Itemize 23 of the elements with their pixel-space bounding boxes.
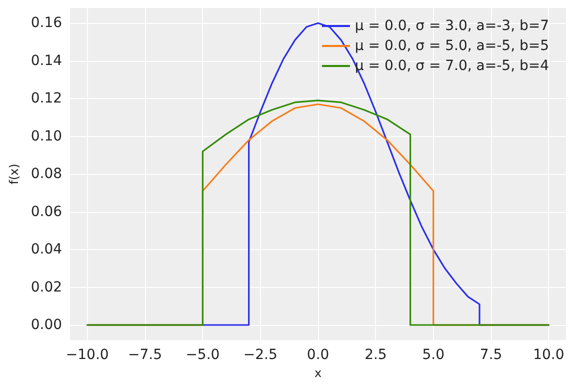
y-axis-title: f(x) bbox=[7, 164, 21, 184]
x-tick-label: −7.5 bbox=[128, 347, 162, 364]
x-tick-label: −10.0 bbox=[66, 347, 109, 364]
y-tick-label: 0.10 bbox=[30, 128, 62, 144]
y-tick-label: 0.16 bbox=[30, 15, 62, 32]
x-tick-label: 0.0 bbox=[306, 347, 330, 364]
legend-label: μ = 0.0, σ = 3.0, a=-3, b=7 bbox=[354, 18, 550, 34]
x-tick-label: 10.0 bbox=[533, 347, 564, 364]
x-axis-title: x bbox=[314, 366, 322, 380]
x-tick-label: 5.0 bbox=[422, 347, 444, 364]
x-tick-label: 7.5 bbox=[480, 347, 502, 364]
x-tick-label: −2.5 bbox=[243, 347, 278, 364]
legend-label: μ = 0.0, σ = 5.0, a=-5, b=5 bbox=[354, 38, 550, 54]
y-tick-label: 0.12 bbox=[30, 90, 62, 107]
legend-label: μ = 0.0, σ = 7.0, a=-5, b=4 bbox=[354, 58, 550, 74]
y-tick-label: 0.04 bbox=[30, 242, 62, 258]
x-tick-label: 2.5 bbox=[364, 347, 387, 364]
x-tick-label: −5.0 bbox=[186, 347, 220, 364]
y-tick-label: 0.14 bbox=[30, 52, 62, 69]
y-tick-label: 0.00 bbox=[30, 317, 62, 334]
y-tick-label: 0.08 bbox=[30, 166, 62, 182]
y-tick-label: 0.06 bbox=[30, 204, 62, 220]
y-tick-label: 0.02 bbox=[30, 279, 62, 296]
